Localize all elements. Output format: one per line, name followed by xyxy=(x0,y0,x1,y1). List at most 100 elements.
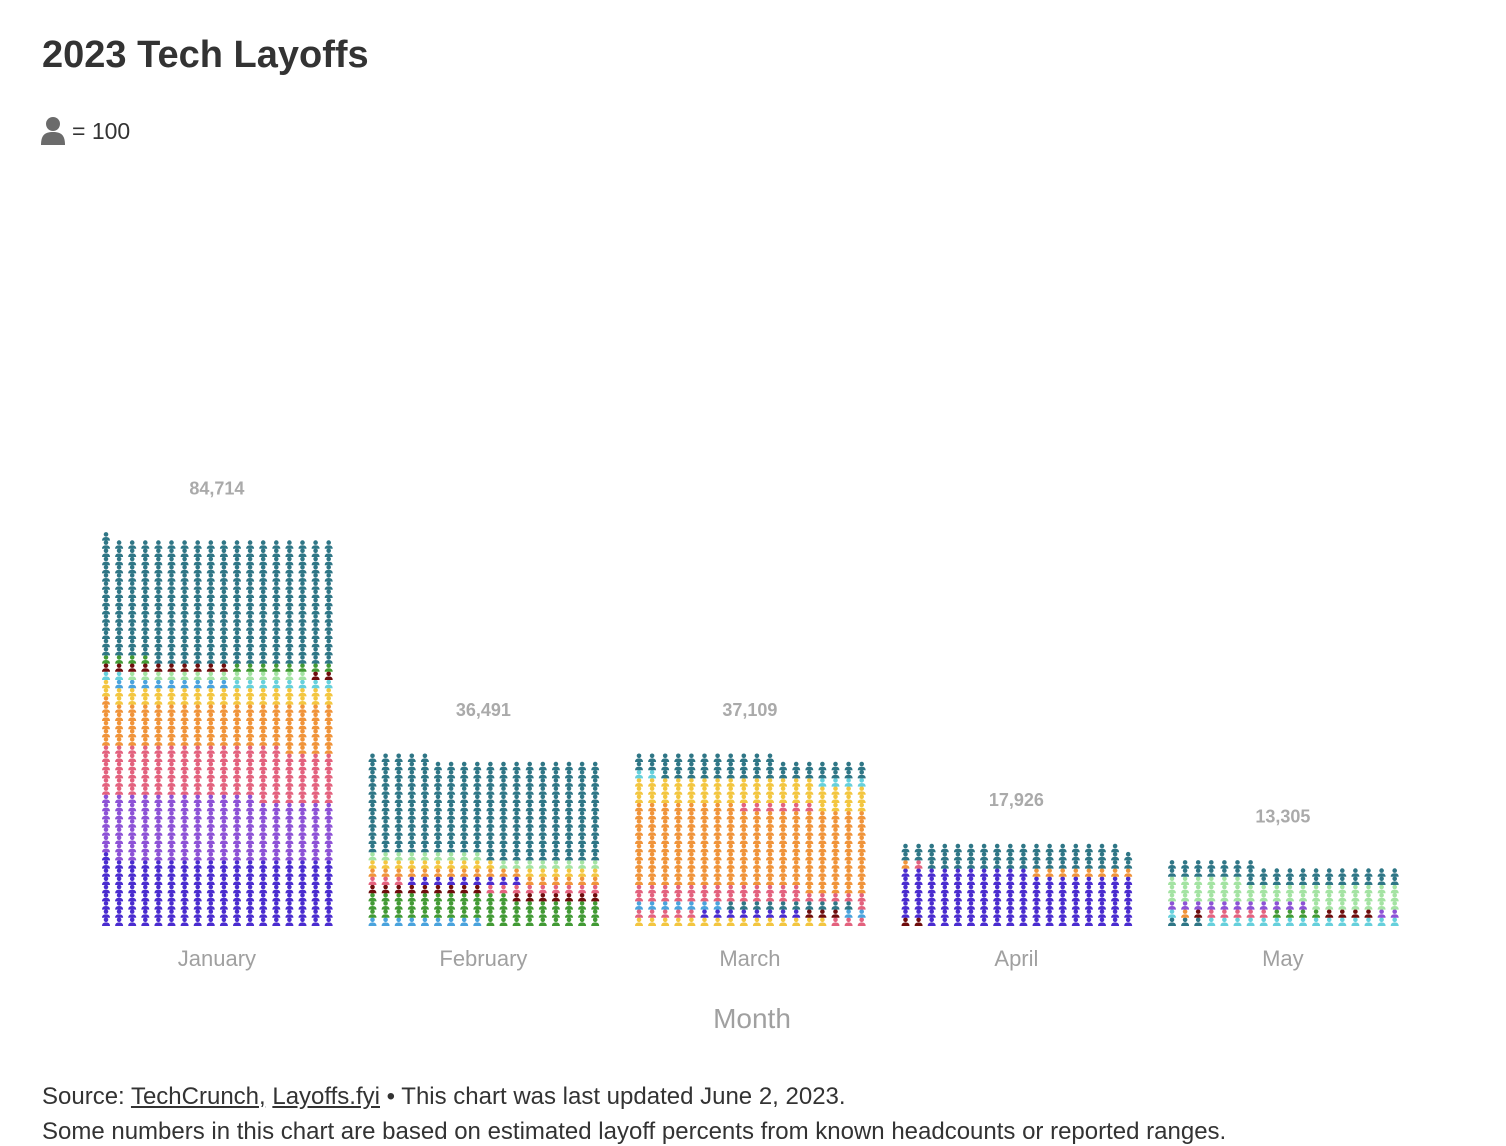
person-mark xyxy=(914,917,923,926)
person-mark xyxy=(246,564,255,574)
person-mark xyxy=(499,876,508,885)
person-mark xyxy=(272,597,281,607)
person-mark xyxy=(407,810,416,820)
person-mark xyxy=(298,761,307,771)
person-mark xyxy=(206,728,215,738)
person-mark xyxy=(648,794,657,803)
person-mark xyxy=(259,605,268,615)
person-mark xyxy=(1390,876,1399,885)
person-mark xyxy=(578,769,587,779)
person-mark xyxy=(206,622,215,631)
person-mark xyxy=(687,901,696,910)
person-mark xyxy=(311,819,320,828)
person-mark xyxy=(246,622,255,631)
person-mark xyxy=(739,786,748,795)
person-mark xyxy=(993,909,1002,918)
person-mark xyxy=(818,851,827,861)
month-bar-march xyxy=(635,753,866,926)
person-mark xyxy=(128,630,137,639)
person-mark xyxy=(420,876,429,885)
person-mark xyxy=(193,851,202,861)
techcrunch-link[interactable]: TechCrunch, xyxy=(130,1083,266,1110)
person-mark xyxy=(1124,917,1133,926)
person-mark xyxy=(551,835,560,844)
person-mark xyxy=(792,827,801,836)
person-mark xyxy=(193,556,202,566)
person-mark xyxy=(128,646,137,656)
person-mark xyxy=(980,917,989,926)
person-mark xyxy=(128,663,137,672)
person-mark xyxy=(311,605,320,615)
person-mark xyxy=(180,630,189,639)
person-mark xyxy=(285,761,294,771)
person-mark xyxy=(551,901,560,910)
person-mark xyxy=(246,745,255,754)
person-mark xyxy=(525,884,534,894)
person-mark xyxy=(1111,851,1120,861)
person-mark xyxy=(993,892,1002,902)
person-mark xyxy=(298,860,307,869)
person-mark xyxy=(420,917,429,926)
person-mark xyxy=(259,769,268,779)
person-mark xyxy=(128,786,137,795)
person-mark xyxy=(115,868,124,877)
person-mark xyxy=(591,851,600,861)
person-mark xyxy=(538,769,547,779)
person-mark xyxy=(1285,917,1294,926)
person-mark xyxy=(246,679,255,689)
person-mark xyxy=(940,860,949,869)
person-mark xyxy=(311,851,320,861)
person-mark xyxy=(1377,909,1386,918)
person-mark xyxy=(233,835,241,844)
person-mark xyxy=(486,860,495,869)
person-mark xyxy=(154,605,163,615)
person-mark xyxy=(1084,860,1093,869)
person-mark xyxy=(154,753,163,762)
person-mark xyxy=(512,884,521,894)
person-mark xyxy=(298,589,307,598)
person-mark xyxy=(512,868,521,877)
person-mark xyxy=(700,769,709,779)
person-mark xyxy=(298,843,307,853)
person-mark xyxy=(206,884,215,894)
person-mark xyxy=(311,909,320,918)
person-mark xyxy=(993,876,1002,885)
person-mark xyxy=(687,794,696,803)
person-mark xyxy=(565,884,573,894)
person-mark xyxy=(857,909,866,918)
person-mark xyxy=(128,605,137,615)
person-mark xyxy=(381,794,390,803)
legend-text: = 100 xyxy=(72,117,131,144)
person-mark xyxy=(844,892,853,902)
person-mark xyxy=(102,573,110,582)
person-mark xyxy=(1312,917,1321,926)
person-mark xyxy=(115,671,124,680)
person-mark xyxy=(1325,917,1334,926)
person-mark xyxy=(285,646,294,656)
person-mark xyxy=(1207,876,1216,885)
person-mark xyxy=(499,884,508,894)
person-mark xyxy=(246,704,255,713)
person-mark xyxy=(857,876,866,885)
person-mark xyxy=(648,843,657,853)
person-mark xyxy=(752,917,761,926)
person-mark xyxy=(381,835,390,844)
person-mark xyxy=(1181,917,1190,926)
person-mark xyxy=(311,597,320,607)
person-mark xyxy=(447,892,456,902)
person-mark xyxy=(167,794,176,803)
person-mark xyxy=(700,892,709,902)
person-mark xyxy=(1084,884,1093,894)
person-mark xyxy=(246,548,255,557)
person-mark xyxy=(726,786,735,795)
updated-note: • This chart was last updated June 2, 20… xyxy=(379,1083,846,1110)
person-mark xyxy=(167,827,176,836)
person-mark xyxy=(700,909,709,918)
person-mark xyxy=(551,892,560,902)
person-mark xyxy=(141,917,150,926)
person-mark xyxy=(993,860,1002,869)
layoffs-fyi-link[interactable]: Layoffs.fyi xyxy=(272,1083,380,1110)
person-mark xyxy=(661,843,670,853)
person-mark xyxy=(233,819,241,828)
person-mark xyxy=(486,851,495,861)
